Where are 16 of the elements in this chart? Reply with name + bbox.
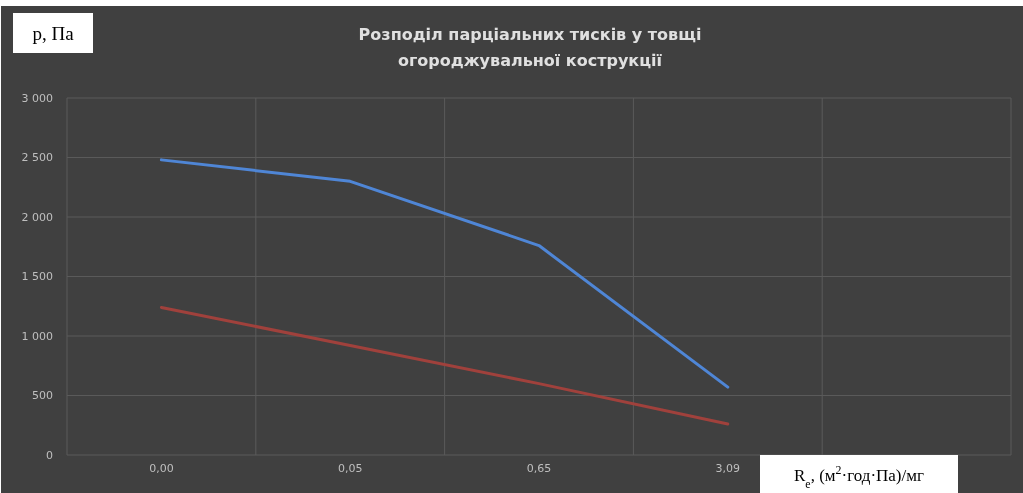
chart-title: Розподіл парціальних тисків у товщі огороджувальної кострукції xyxy=(358,25,702,70)
x-tick-label: 3,09 xyxy=(715,462,741,475)
y-tick-label: 3 000 xyxy=(21,91,53,105)
line-series xyxy=(159,158,730,389)
y-tick-label: 1 000 xyxy=(21,329,53,343)
x-tick-label: 0,65 xyxy=(526,462,552,475)
x-tick-label: 0,05 xyxy=(337,462,363,475)
y-tick-label: 2 500 xyxy=(21,151,53,165)
y-axis-title: p, Па xyxy=(32,23,75,44)
x-axis-title: R$_{e}$, (м$^{2}$·год·Па)/мг xyxy=(794,463,925,491)
y-tick-label: 0 xyxy=(46,448,53,462)
y-tick-label: 500 xyxy=(32,389,53,403)
y-tick-label: 2 000 xyxy=(21,210,53,224)
line-series xyxy=(159,305,730,426)
y-tick-label: 1 500 xyxy=(21,270,53,284)
x-tick-label: 0,00 xyxy=(149,462,174,475)
